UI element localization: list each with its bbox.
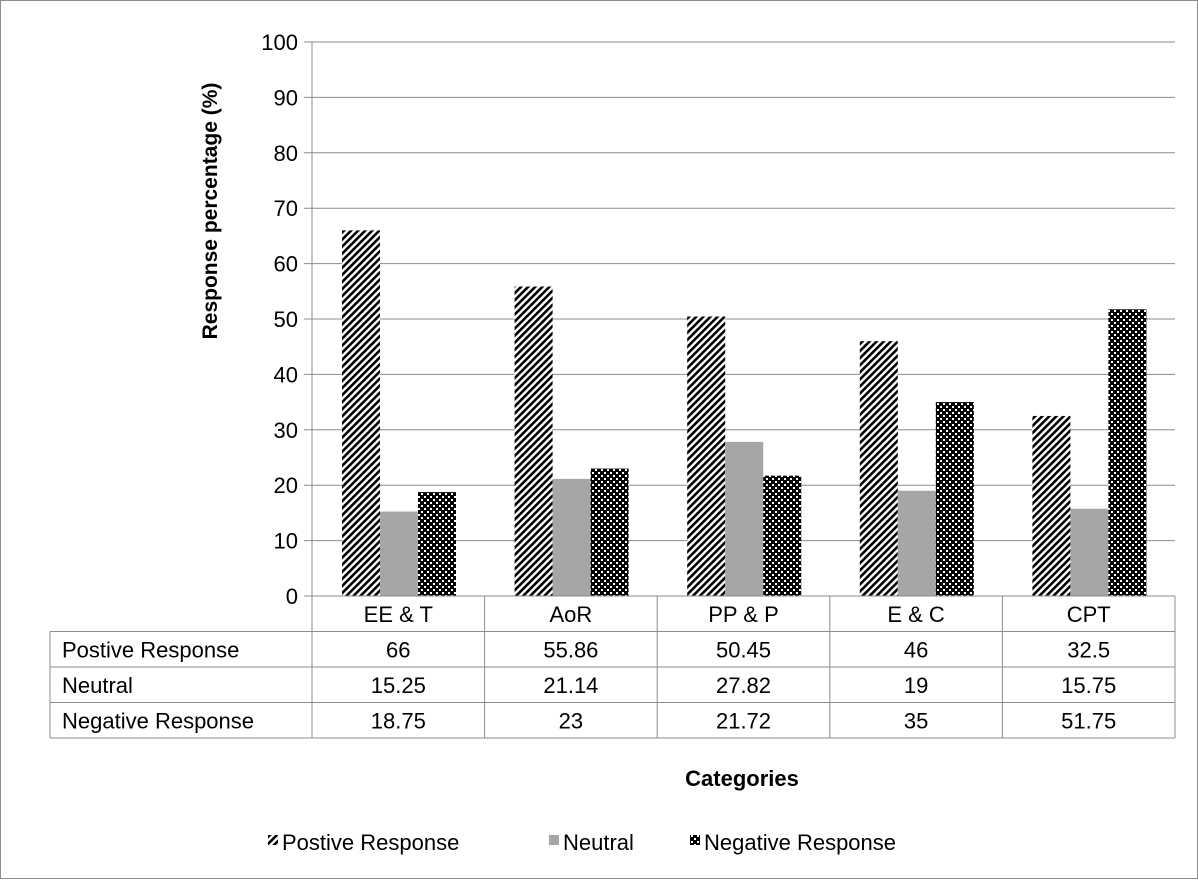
y-tick-label: 20: [274, 473, 298, 498]
data-label: 50.45: [716, 637, 771, 662]
y-tick-label: 30: [274, 418, 298, 443]
legend: Postive Response Neutral Negative Response: [268, 830, 896, 855]
bar: [590, 468, 629, 596]
bar: [552, 478, 591, 596]
x-tick-label: E & C: [887, 602, 945, 627]
y-tick-label: 50: [274, 307, 298, 332]
x-axis-label: Categories: [685, 766, 799, 791]
y-tick-label: 10: [274, 529, 298, 554]
data-label: 46: [904, 637, 928, 662]
bar: [859, 341, 898, 596]
table-row-label: Negative Response: [62, 708, 254, 733]
table-row-label: Postive Response: [62, 637, 239, 662]
bar: [514, 286, 553, 596]
data-label: 23: [559, 708, 583, 733]
data-label: 66: [386, 637, 410, 662]
y-tick-label: 40: [274, 362, 298, 387]
x-tick-label: AoR: [550, 602, 593, 627]
bars: [342, 230, 1147, 597]
data-label: 15.75: [1061, 673, 1116, 698]
y-tick-label: 90: [274, 85, 298, 110]
legend-label: Postive Response: [282, 830, 459, 855]
y-axis-label: Response percentage (%): [199, 83, 222, 340]
bar: [1032, 415, 1071, 596]
x-tick-label: PP & P: [708, 602, 779, 627]
x-tick-label: CPT: [1067, 602, 1111, 627]
data-label: 51.75: [1061, 708, 1116, 733]
data-label: 21.72: [716, 708, 771, 733]
data-label: 35: [904, 708, 928, 733]
y-tick-label: 80: [274, 141, 298, 166]
bar: [380, 511, 418, 596]
x-tick-label: EE & T: [364, 602, 433, 627]
legend-swatch: [549, 835, 559, 845]
data-label: 27.82: [716, 673, 771, 698]
bar: [763, 475, 802, 596]
bar: [897, 490, 936, 596]
table-row-label: Neutral: [62, 673, 133, 698]
legend-label: Negative Response: [704, 830, 896, 855]
bar: [1108, 309, 1147, 596]
y-tick-label: 0: [286, 584, 298, 609]
data-label: 19: [904, 673, 928, 698]
bar: [687, 316, 726, 596]
data-label: 21.14: [543, 673, 598, 698]
bar: [1070, 508, 1109, 596]
data-table: EE & T AoR PP & P E & C CPT Postive Response 6…: [49, 595, 1176, 739]
y-tick-label: 70: [274, 196, 298, 221]
y-axis-ticks: 0 10 20 30 40 50 60 70 80 90 100: [261, 30, 298, 609]
legend-swatch: [690, 835, 700, 845]
bar: [935, 402, 974, 596]
legend-label: Neutral: [563, 830, 634, 855]
data-label: 32.5: [1067, 637, 1110, 662]
bar: [342, 230, 380, 597]
y-tick-label: 100: [261, 30, 298, 55]
y-tick-label: 60: [274, 252, 298, 277]
bar: [725, 441, 764, 596]
legend-swatch: [268, 835, 278, 845]
data-label: 55.86: [543, 637, 598, 662]
data-label: 18.75: [371, 708, 426, 733]
bar: [418, 492, 456, 596]
data-label: 15.25: [371, 673, 426, 698]
